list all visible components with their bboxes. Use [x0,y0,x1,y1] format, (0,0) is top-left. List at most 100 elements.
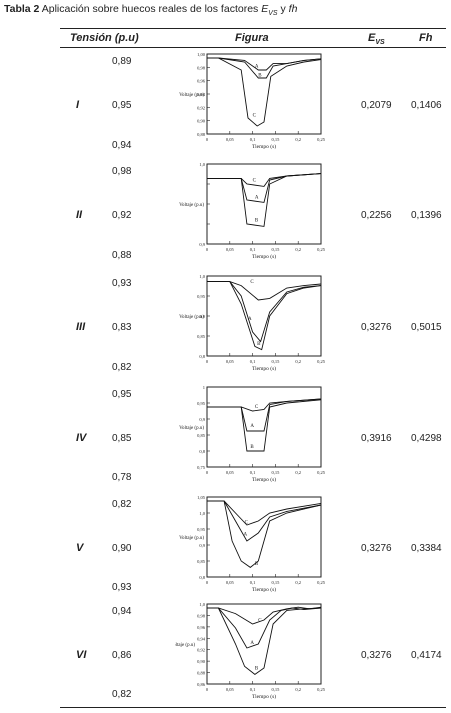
evs-value: 0,2079 [361,100,392,111]
figure: 1,0 0,9 0 0,05 0,1 0,15 0,2 0,25 Voltaje (p.u) Ti… [175,162,327,266]
header-evs-e: E [368,32,376,44]
y-axis-label: Voltaje (p.u) [179,426,204,431]
voltage-curve [207,500,322,542]
x-tick-label: 0,2 [295,359,301,365]
x-tick-label: 0,05 [226,359,235,365]
fh-value: 0,4174 [411,649,442,661]
y-tick-label: 0,8 [199,354,205,360]
curve-label: A [243,532,247,537]
x-tick-label: 0 [206,580,209,585]
caption-e: E [261,3,269,15]
tension-value: 0,92 [112,210,132,221]
tension-value: 0,95 [112,100,132,111]
tension-value: 0,98 [112,166,132,177]
fh-value: 0,5015 [411,322,442,333]
y-tick-label: 0,96 [197,79,206,85]
x-tick-label: 0 [206,687,209,692]
y-tick-label: 0,8 [199,575,205,581]
tension-value: 0,90 [112,542,132,554]
y-tick-label: 1,0 [199,511,205,517]
voltage-curve [207,398,322,412]
curve-label: B [255,562,259,567]
y-tick-label: 0,88 [197,132,206,138]
caption-sub: VS [268,10,278,18]
header-evs-sub: VS [375,39,385,47]
y-tick-label: 0,96 [197,625,206,631]
tension-value: 0,94 [112,606,132,617]
caption-text: Aplicación sobre huecos reales de los fa… [41,3,259,15]
x-tick-label: 0 [206,137,209,142]
tension-value: 0,89 [112,56,132,67]
y-tick-label: 1,00 [197,52,206,58]
voltage-curve [207,173,322,227]
y-tick-label: 0,98 [197,613,206,619]
x-tick-label: 0,1 [250,137,256,143]
plot-frame [206,496,322,578]
y-axis-label: Voltaje (p.u) [175,643,195,648]
figure-plot: 1,0 0,90 0,05 0,1 0,15 0,2 0,25 Voltaje (p.u) Ti… [179,162,326,260]
y-tick-label: 0,8 [199,449,205,455]
y-tick-label: 0,9 [199,314,205,320]
tension-value: 0,88 [112,250,132,261]
caption-label: Tabla 2 [4,3,40,15]
row-label: V [76,541,84,554]
y-tick-label: 1,05 [197,495,206,501]
figure: 1,0 0,95 0,9 0,85 0,8 0 0,05 0,1 0,15 0,2 0,25 Volt… [175,274,327,378]
header-tension: Tensión (p.u) [70,32,139,44]
voltage-curve [207,173,322,203]
y-tick-label: 0,92 [197,105,205,111]
y-tick-label: 0,75 [197,465,206,471]
x-tick-label: 0,2 [295,580,301,586]
y-tick-label: 0,85 [197,559,206,565]
tension-value: 0,82 [112,499,132,510]
y-tick-label: 0,95 [197,401,206,407]
y-axis-label: Voltaje (p.u) [179,315,204,320]
x-tick-label: 0,05 [226,580,235,586]
y-axis-label: Voltaje (p.u) [179,536,204,541]
bottom-rule [60,707,446,708]
evs-value: 0,3276 [361,542,392,554]
evs-value: 0,3276 [361,649,392,661]
curve-label: A [250,641,254,646]
evs-value: 0,2256 [361,210,392,221]
x-tick-label: 0,05 [226,137,235,143]
x-axis-label: Tiempo (s) [252,476,276,483]
y-tick-label: 0,9 [199,543,205,549]
curve-label: A [255,65,259,70]
tension-value: 0,93 [112,278,132,289]
header-evs: EVS [368,32,385,46]
curve-label: B [250,445,254,450]
x-tick-label: 0,1 [250,580,256,586]
fh-value: 0,1396 [411,210,442,221]
x-tick-label: 0,25 [317,470,326,476]
x-axis-label: Tiempo (s) [252,693,276,700]
figure-plot: 1,05 1,0 0,95 0,9 0,85 0,80 0,05 0,1 0,15 0,2 0,25… [179,495,326,593]
x-tick-label: 0,25 [317,247,326,253]
voltage-curve [207,500,322,568]
tension-value: 0,78 [112,472,132,483]
y-tick-label: 0,90 [197,119,206,125]
x-tick-label: 0,15 [271,470,280,476]
x-tick-label: 0,15 [271,687,280,693]
voltage-curve [207,607,322,675]
tension-value: 0,95 [112,389,132,400]
y-tick-label: 1,0 [199,162,205,168]
voltage-curve [207,281,322,351]
x-tick-label: 0 [206,247,209,252]
figure-plot: 1 0,95 0,9 0,85 0,8 0,750 0,05 0,1 0,15 0,2 0,25 Vo… [179,385,326,483]
evs-value: 0,3916 [361,432,392,444]
x-tick-label: 0,25 [317,359,326,365]
caption-evs: EVS [261,3,278,18]
voltage-curve [207,57,322,71]
y-tick-label: 0,90 [197,659,206,665]
row-label: VI [76,648,87,661]
plot-frame [206,163,322,245]
voltage-curve [207,57,322,127]
x-tick-label: 0 [206,359,209,364]
x-tick-label: 0 [206,470,209,475]
x-axis-label: Tiempo (s) [252,143,276,150]
plot-frame [206,603,322,685]
x-tick-label: 0,2 [295,470,301,476]
x-tick-label: 0,1 [250,247,256,253]
curve-label: C [245,520,249,525]
